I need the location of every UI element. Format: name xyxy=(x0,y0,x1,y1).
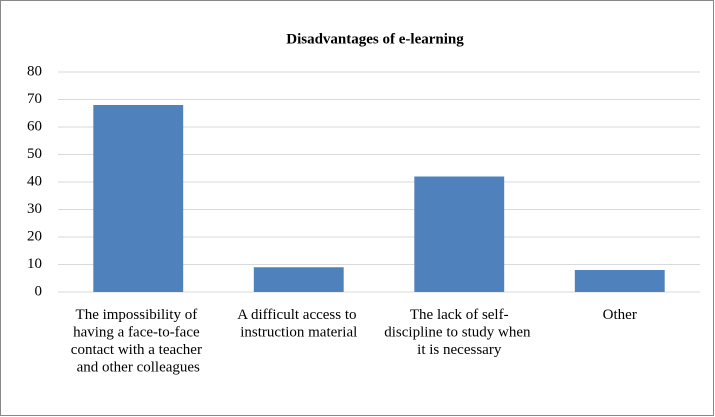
bar xyxy=(93,105,184,292)
x-tick-label: The impossibility of having a face-to-fa… xyxy=(71,307,206,376)
x-tick-label: Other xyxy=(603,307,637,323)
bar xyxy=(253,267,344,292)
y-tick-label: 0 xyxy=(35,283,43,299)
y-tick-label: 40 xyxy=(27,173,42,189)
bar xyxy=(414,176,505,292)
y-tick-label: 70 xyxy=(27,91,42,107)
bar xyxy=(574,270,665,292)
chart-title: Disadvantages of e-learning xyxy=(286,31,464,47)
y-tick-label: 30 xyxy=(27,201,42,217)
x-tick-label: A difficult access to instruction materi… xyxy=(237,307,360,341)
x-tick-label: The lack of self-discipline to study whe… xyxy=(384,307,534,358)
y-tick-label: 20 xyxy=(27,228,42,244)
y-tick-label: 50 xyxy=(27,146,42,162)
y-tick-label: 80 xyxy=(27,63,42,79)
y-tick-label: 60 xyxy=(27,118,42,134)
y-tick-label: 10 xyxy=(27,256,42,272)
